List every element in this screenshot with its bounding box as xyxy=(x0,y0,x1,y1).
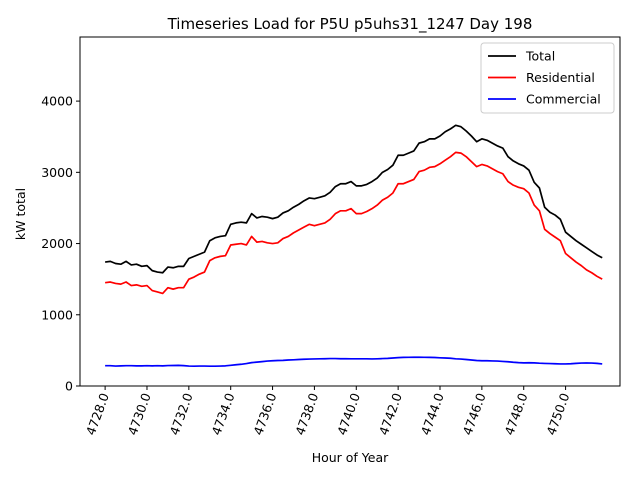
y-tick-label: 1000 xyxy=(41,307,73,322)
series-line-commercial xyxy=(105,356,603,368)
series-line-residential xyxy=(105,151,603,295)
series-layer xyxy=(105,124,603,368)
legend: Total Residential Commercial xyxy=(480,42,615,114)
legend-label-total: Total xyxy=(525,49,555,64)
series-line-total xyxy=(105,124,603,274)
y-tick-label: 0 xyxy=(65,379,73,394)
y-tick-label: 2000 xyxy=(41,236,73,251)
chart-title: Timeseries Load for P5U p5uhs31_1247 Day… xyxy=(167,15,533,34)
legend-label-commercial: Commercial xyxy=(526,92,601,107)
legend-label-residential: Residential xyxy=(526,70,595,85)
y-tick-label: 3000 xyxy=(41,165,73,180)
x-axis-title: Hour of Year xyxy=(312,450,389,465)
axes-frame xyxy=(79,36,621,387)
y-axis-title: kW total xyxy=(13,188,28,240)
legend-box xyxy=(480,42,615,114)
y-tick-label: 4000 xyxy=(41,94,73,109)
